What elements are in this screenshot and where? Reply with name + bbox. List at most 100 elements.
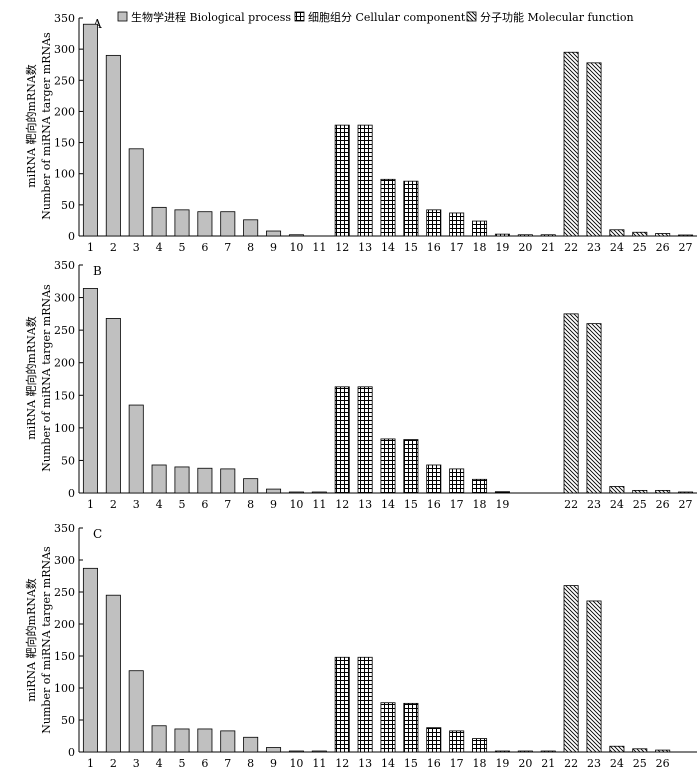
x-tick-label: 25 — [633, 757, 647, 770]
y-tick-label: 150 — [54, 137, 75, 150]
y-tick-label: 300 — [54, 43, 75, 56]
bar-bp — [288, 491, 304, 494]
x-tick-label: 3 — [133, 757, 140, 770]
x-tick-label: 13 — [358, 757, 372, 770]
ylabel-en: Number of miRNA targer mRNAs — [40, 284, 53, 472]
bar-bp — [243, 736, 259, 753]
x-tick-label: 3 — [133, 498, 140, 511]
bar-bp — [197, 467, 213, 494]
y-tick-label: 250 — [54, 324, 75, 337]
x-tick-label: 23 — [587, 241, 601, 254]
y-tick-label: 0 — [68, 746, 75, 759]
x-tick-label: 5 — [179, 757, 186, 770]
x-tick-label: 17 — [450, 241, 464, 254]
x-tick-label: 7 — [224, 498, 231, 511]
ylabel-en: Number of miRNA targer mRNAs — [40, 546, 53, 734]
x-tick-label: 1 — [87, 498, 94, 511]
bar-bp — [266, 488, 282, 494]
x-tick-label: 6 — [201, 241, 208, 254]
y-tick-label: 0 — [68, 487, 75, 500]
x-tick-label: 10 — [289, 757, 303, 770]
bar-cc — [426, 464, 442, 494]
x-tick-label: 27 — [679, 241, 693, 254]
bar-cc — [494, 491, 510, 494]
x-tick-label: 12 — [335, 498, 349, 511]
legend-item-bp: 生物学进程 Biological process — [117, 10, 291, 24]
x-tick-label: 20 — [518, 757, 532, 770]
x-tick-label: 16 — [427, 498, 441, 511]
bar-mf — [563, 585, 579, 753]
bar-bp — [128, 404, 144, 494]
bar-cc — [380, 702, 396, 753]
x-tick-label: 1 — [87, 241, 94, 254]
x-tick-label: 19 — [495, 498, 509, 511]
bar-cc — [517, 750, 533, 753]
x-tick-label: 2 — [110, 757, 117, 770]
x-tick-label: 26 — [656, 498, 670, 511]
ylabel-cn: miRNA 靶向的mRNA数 — [24, 64, 38, 188]
x-tick-label: 24 — [610, 498, 624, 511]
x-tick-label: 4 — [156, 498, 163, 511]
panel-label: C — [93, 527, 102, 541]
bar-cc — [403, 702, 419, 753]
bar-bp — [105, 54, 121, 237]
bar-mf — [609, 229, 625, 237]
y-tick-label: 50 — [61, 454, 75, 467]
x-tick-label: 11 — [312, 757, 326, 770]
y-tick-label: 250 — [54, 74, 75, 87]
bar-bp — [105, 594, 121, 753]
x-tick-label: 26 — [656, 241, 670, 254]
x-tick-label: 24 — [610, 757, 624, 770]
bar-bp — [151, 464, 167, 494]
bar-bp — [128, 670, 144, 753]
legend-swatch-bp — [117, 11, 128, 22]
x-tick-label: 19 — [495, 241, 509, 254]
panel-label: B — [93, 264, 102, 278]
bar-mf — [678, 234, 694, 237]
bar-bp — [243, 478, 259, 494]
bar-cc — [449, 212, 465, 237]
bar-bp — [82, 288, 98, 494]
x-tick-label: 3 — [133, 241, 140, 254]
y-tick-label: 50 — [61, 199, 75, 212]
bar-cc — [494, 233, 510, 237]
y-tick-label: 200 — [54, 105, 75, 118]
x-tick-label: 12 — [335, 241, 349, 254]
y-tick-label: 300 — [54, 292, 75, 305]
bar-bp — [82, 567, 98, 753]
bar-cc — [472, 738, 488, 753]
x-tick-label: 9 — [270, 498, 277, 511]
bar-mf — [678, 491, 694, 494]
bar-cc — [380, 178, 396, 237]
x-tick-label: 23 — [587, 757, 601, 770]
x-tick-label: 15 — [404, 757, 418, 770]
bar-mf — [632, 231, 648, 237]
x-tick-label: 18 — [473, 757, 487, 770]
x-tick-label: 18 — [473, 498, 487, 511]
x-tick-label: 11 — [312, 241, 326, 254]
x-tick-label: 18 — [473, 241, 487, 254]
bar-cc — [472, 220, 488, 237]
ylabel-panel-c: miRNA 靶向的mRNA数 Number of miRNA targer mR… — [24, 546, 53, 734]
x-tick-label: 22 — [564, 498, 578, 511]
x-tick-label: 21 — [541, 757, 555, 770]
bar-mf — [655, 749, 671, 753]
x-tick-label: 23 — [587, 498, 601, 511]
x-tick-label: 7 — [224, 757, 231, 770]
x-tick-label: 20 — [518, 241, 532, 254]
y-tick-label: 200 — [54, 357, 75, 370]
x-tick-label: 26 — [656, 757, 670, 770]
legend-item-cc: 细胞组分 Cellular component — [294, 10, 466, 24]
legend-swatch-cc — [294, 11, 305, 22]
x-tick-label: 8 — [247, 757, 254, 770]
y-tick-label: 200 — [54, 618, 75, 631]
ylabel-cn: miRNA 靶向的mRNA数 — [24, 578, 38, 702]
x-tick-label: 25 — [633, 241, 647, 254]
x-tick-label: 24 — [610, 241, 624, 254]
bar-cc — [334, 124, 350, 237]
legend: 生物学进程 Biological process 细胞组分 Cellular c… — [117, 10, 634, 24]
x-tick-label: 16 — [427, 241, 441, 254]
x-tick-label: 14 — [381, 757, 395, 770]
